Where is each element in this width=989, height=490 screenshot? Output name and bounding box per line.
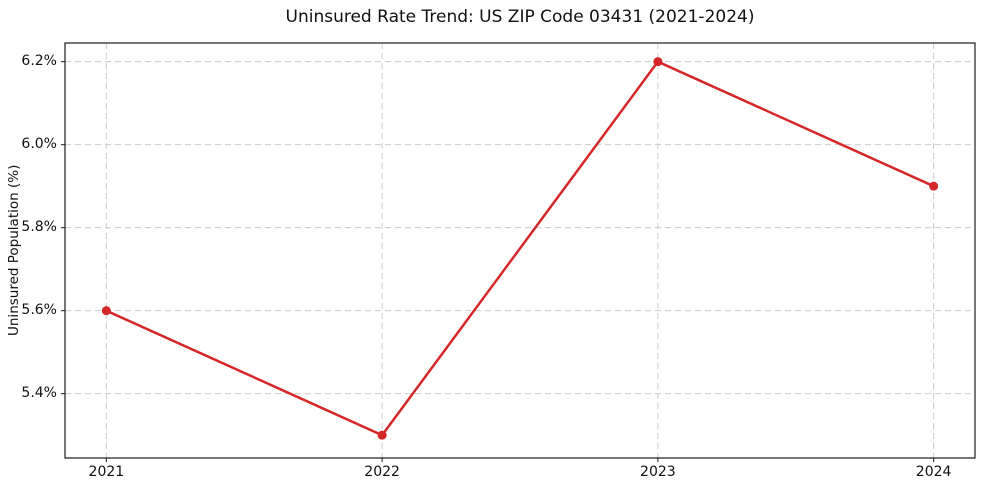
data-point — [653, 57, 663, 67]
y-tick-label: 5.8% — [21, 218, 57, 235]
data-point — [101, 306, 111, 316]
x-tick-label: 2022 — [364, 464, 400, 480]
x-tick-label: 2024 — [915, 464, 952, 480]
x-tick-label: 2023 — [640, 464, 676, 480]
plot-border — [64, 42, 976, 459]
y-tick-label: 5.4% — [21, 384, 57, 401]
chart-title: Uninsured Rate Trend: US ZIP Code 03431 … — [285, 7, 755, 27]
y-tick-label: 5.6% — [21, 301, 57, 318]
data-point — [377, 430, 387, 440]
y-tick-label: 6.0% — [21, 135, 57, 152]
y-tick-label: 6.2% — [21, 52, 57, 69]
data-point — [929, 181, 939, 191]
x-tick-label: 2021 — [88, 464, 125, 480]
trend-line — [105, 60, 935, 437]
